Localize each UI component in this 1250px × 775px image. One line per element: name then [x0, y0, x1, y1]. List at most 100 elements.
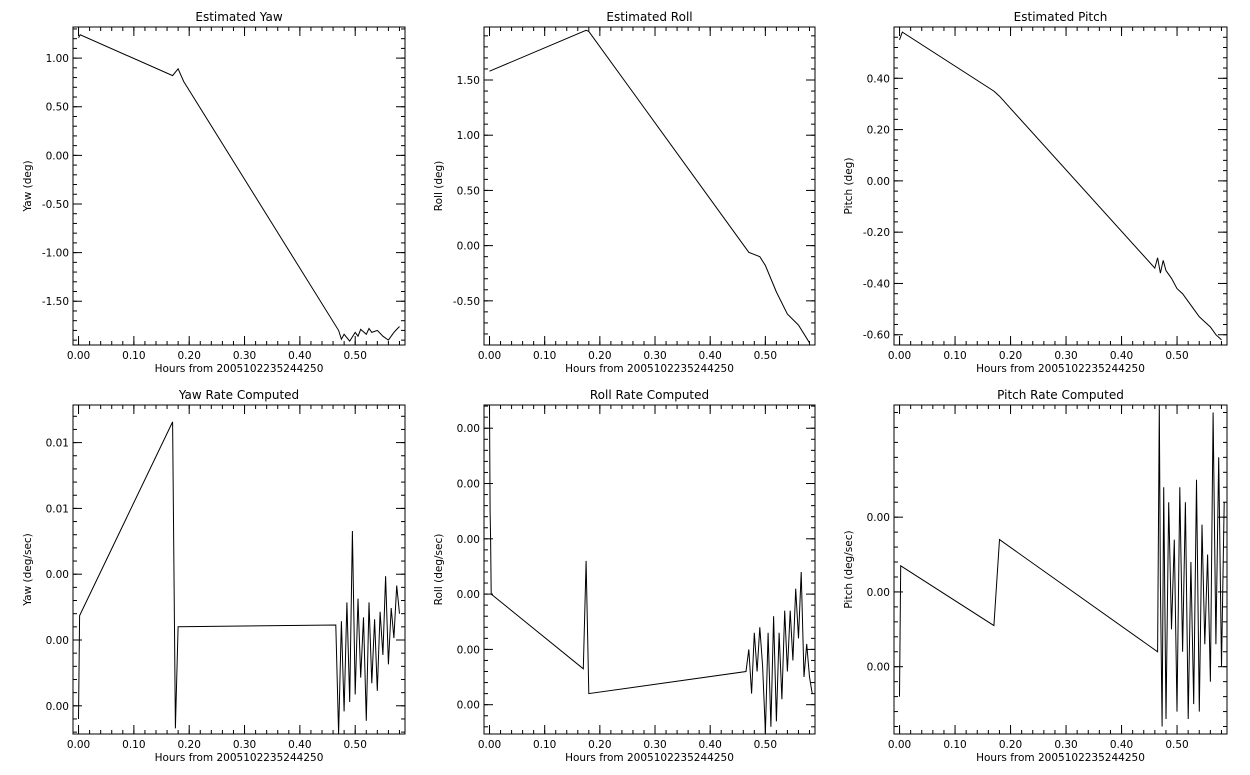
x-tick-label: 0.30 [233, 739, 256, 751]
chart-panel-3: Estimated Pitch Hours from 20051022352442… [843, 10, 1228, 375]
y-tick-label: 0.40 [867, 73, 890, 85]
y-tick-label: 0.01 [46, 438, 69, 450]
plot-frame [893, 26, 1228, 346]
x-tick-label: 0.20 [588, 739, 611, 751]
y-tick-label: -0.50 [453, 296, 480, 308]
x-tick-label: 0.20 [178, 350, 201, 362]
y-tick-label: 0.00 [867, 662, 890, 674]
plot-frame [483, 404, 816, 735]
x-tick-label: 0.10 [943, 739, 966, 751]
y-tick-label: 0.50 [46, 102, 69, 114]
series-line-1 [489, 406, 813, 733]
x-tick-label: 0.20 [999, 350, 1022, 362]
x-axis-label: Hours from 2005102235244250 [565, 752, 734, 764]
x-tick-label: 0.40 [698, 739, 721, 751]
x-tick-label: 0.00 [478, 739, 501, 751]
y-tick-label: 0.00 [46, 635, 69, 647]
y-tick-label: 0.00 [46, 150, 69, 162]
x-tick-label: 0.00 [888, 350, 911, 362]
x-tick-label: 0.10 [943, 350, 966, 362]
y-axis-label: Yaw (deg/sec) [22, 533, 34, 607]
x-tick-label: 0.30 [233, 350, 256, 362]
x-tick-label: 0.30 [643, 350, 666, 362]
x-axis-label: Hours from 2005102235244250 [565, 363, 734, 375]
chart-title: Yaw Rate Computed [178, 388, 299, 402]
x-tick-label: 0.00 [67, 350, 90, 362]
x-tick-label: 0.50 [1165, 739, 1188, 751]
chart-title: Estimated Pitch [1014, 10, 1108, 24]
x-tick-label: 0.40 [1110, 739, 1133, 751]
y-tick-label: 0.00 [457, 241, 480, 253]
y-axis-label: Pitch (deg/sec) [843, 530, 855, 608]
y-tick-label: -0.50 [42, 199, 69, 211]
x-tick-label: 0.20 [588, 350, 611, 362]
x-tick-label: 0.50 [754, 350, 777, 362]
y-tick-label: 0.00 [457, 700, 480, 712]
chart-panel-6: Pitch Rate Computed Hours from 2005102235… [843, 388, 1228, 764]
x-tick-label: 0.10 [533, 350, 556, 362]
y-tick-label: 0.00 [457, 479, 480, 491]
plot-frame [72, 404, 406, 735]
series-line-1 [78, 421, 400, 735]
y-tick-label: 0.00 [457, 644, 480, 656]
chart-panel-1: Estimated Yaw Hours from 2005102235244250… [22, 10, 406, 375]
y-tick-label: 0.20 [867, 125, 890, 137]
y-axis-label: Yaw (deg) [22, 160, 34, 212]
x-tick-label: 0.00 [67, 739, 90, 751]
x-tick-label: 0.50 [754, 739, 777, 751]
x-tick-label: 0.10 [122, 739, 145, 751]
x-tick-label: 0.30 [643, 739, 666, 751]
chart-title: Estimated Roll [606, 10, 692, 24]
x-tick-label: 0.30 [1054, 350, 1077, 362]
series-line-1 [899, 31, 1222, 341]
plot-frame [893, 404, 1228, 735]
y-tick-label: 1.00 [46, 53, 69, 65]
y-tick-label: -0.40 [863, 278, 890, 290]
y-tick-label: 0.00 [457, 423, 480, 435]
y-tick-label: 1.50 [457, 75, 480, 87]
x-tick-label: 0.20 [999, 739, 1022, 751]
x-tick-label: 0.40 [698, 350, 721, 362]
x-tick-label: 0.30 [1054, 739, 1077, 751]
y-tick-label: 0.00 [46, 569, 69, 581]
y-axis-label: Pitch (deg) [843, 158, 855, 215]
chart-title: Roll Rate Computed [590, 388, 709, 402]
x-tick-label: 0.40 [288, 350, 311, 362]
x-axis-label: Hours from 2005102235244250 [976, 752, 1145, 764]
x-tick-label: 0.40 [288, 739, 311, 751]
x-tick-label: 0.50 [344, 350, 367, 362]
y-tick-label: 0.00 [457, 589, 480, 601]
x-axis-label: Hours from 2005102235244250 [976, 363, 1145, 375]
y-axis-label: Roll (deg/sec) [433, 534, 445, 606]
chart-panel-5: Roll Rate Computed Hours from 20051022352… [433, 388, 816, 764]
y-tick-label: 0.50 [457, 185, 480, 197]
chart-title: Estimated Yaw [195, 10, 282, 24]
y-tick-label: 0.00 [867, 176, 890, 188]
chart-panel-2: Estimated Roll Hours from 200510223524425… [433, 10, 816, 375]
chart-panel-4: Yaw Rate Computed Hours from 200510223524… [22, 388, 406, 764]
y-tick-label: 0.00 [867, 512, 890, 524]
y-tick-label: -0.60 [863, 330, 890, 342]
chart-title: Pitch Rate Computed [997, 388, 1124, 402]
plot-frame [483, 26, 816, 346]
y-tick-label: 0.01 [46, 503, 69, 515]
x-tick-label: 0.20 [178, 739, 201, 751]
x-tick-label: 0.10 [533, 739, 556, 751]
series-line-1 [489, 29, 810, 344]
series-line-1 [78, 34, 400, 342]
x-tick-label: 0.10 [122, 350, 145, 362]
y-axis-label: Roll (deg) [433, 161, 445, 211]
y-tick-label: -0.20 [863, 227, 890, 239]
series-line-1 [899, 404, 1225, 727]
x-tick-label: 0.00 [888, 739, 911, 751]
y-tick-label: 0.00 [46, 701, 69, 713]
x-tick-label: 0.50 [344, 739, 367, 751]
x-axis-label: Hours from 2005102235244250 [155, 363, 324, 375]
y-tick-label: 0.00 [867, 587, 890, 599]
x-axis-label: Hours from 2005102235244250 [155, 752, 324, 764]
y-tick-label: -1.00 [42, 248, 69, 260]
y-tick-label: 1.00 [457, 130, 480, 142]
x-tick-label: 0.00 [478, 350, 501, 362]
y-tick-label: -1.50 [42, 296, 69, 308]
